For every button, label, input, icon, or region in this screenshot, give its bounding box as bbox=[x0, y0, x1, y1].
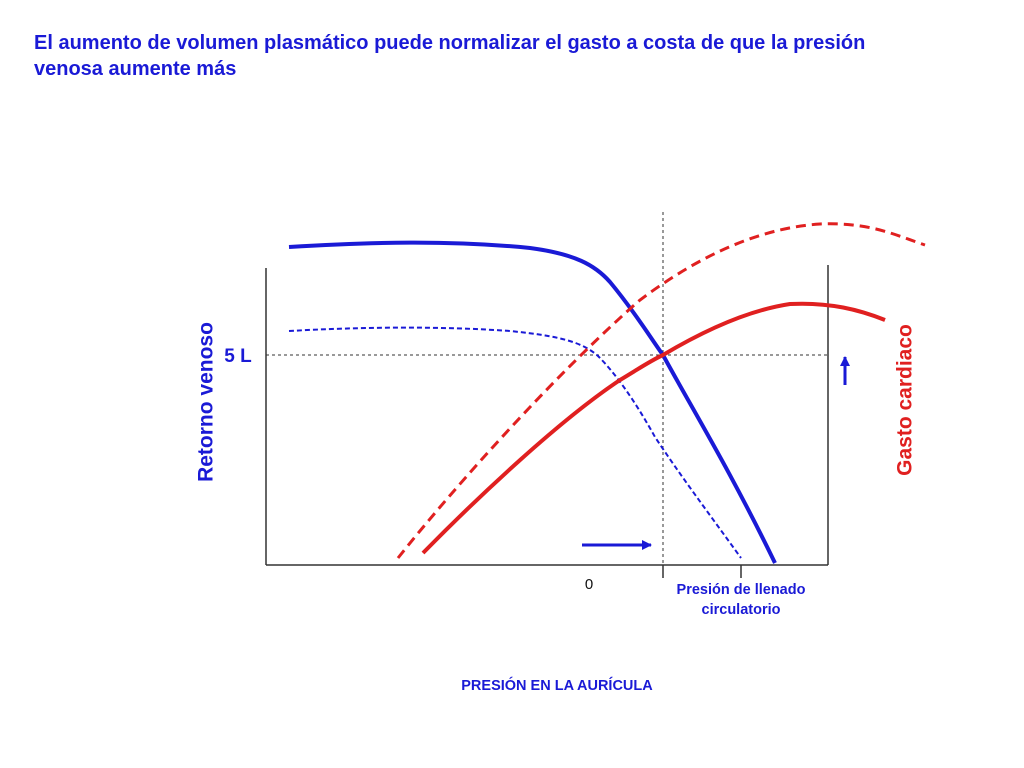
x-axis-title: PRESIÓN EN LA AURÍCULA bbox=[461, 676, 653, 694]
retorno-venoso-original-curve bbox=[288, 326, 742, 559]
gasto-cardiaco-original-curve bbox=[421, 301, 886, 555]
gasto-cardiaco-aumentado-curve bbox=[396, 222, 926, 559]
x-zero-label: 0 bbox=[585, 576, 593, 593]
slide-title: El aumento de volumen plasmático puede n… bbox=[34, 32, 866, 80]
y-tick-label-5l: 5 L bbox=[224, 346, 252, 367]
filling-pressure-label-line2: circulatorio bbox=[702, 602, 781, 618]
left-axis-label: Retorno venoso bbox=[195, 322, 218, 482]
right-axis-label: Gasto cardiaco bbox=[894, 324, 917, 476]
retorno-venoso-aumentado-curve bbox=[288, 240, 777, 564]
filling-pressure-label-line1: Presión de llenado bbox=[677, 582, 806, 598]
